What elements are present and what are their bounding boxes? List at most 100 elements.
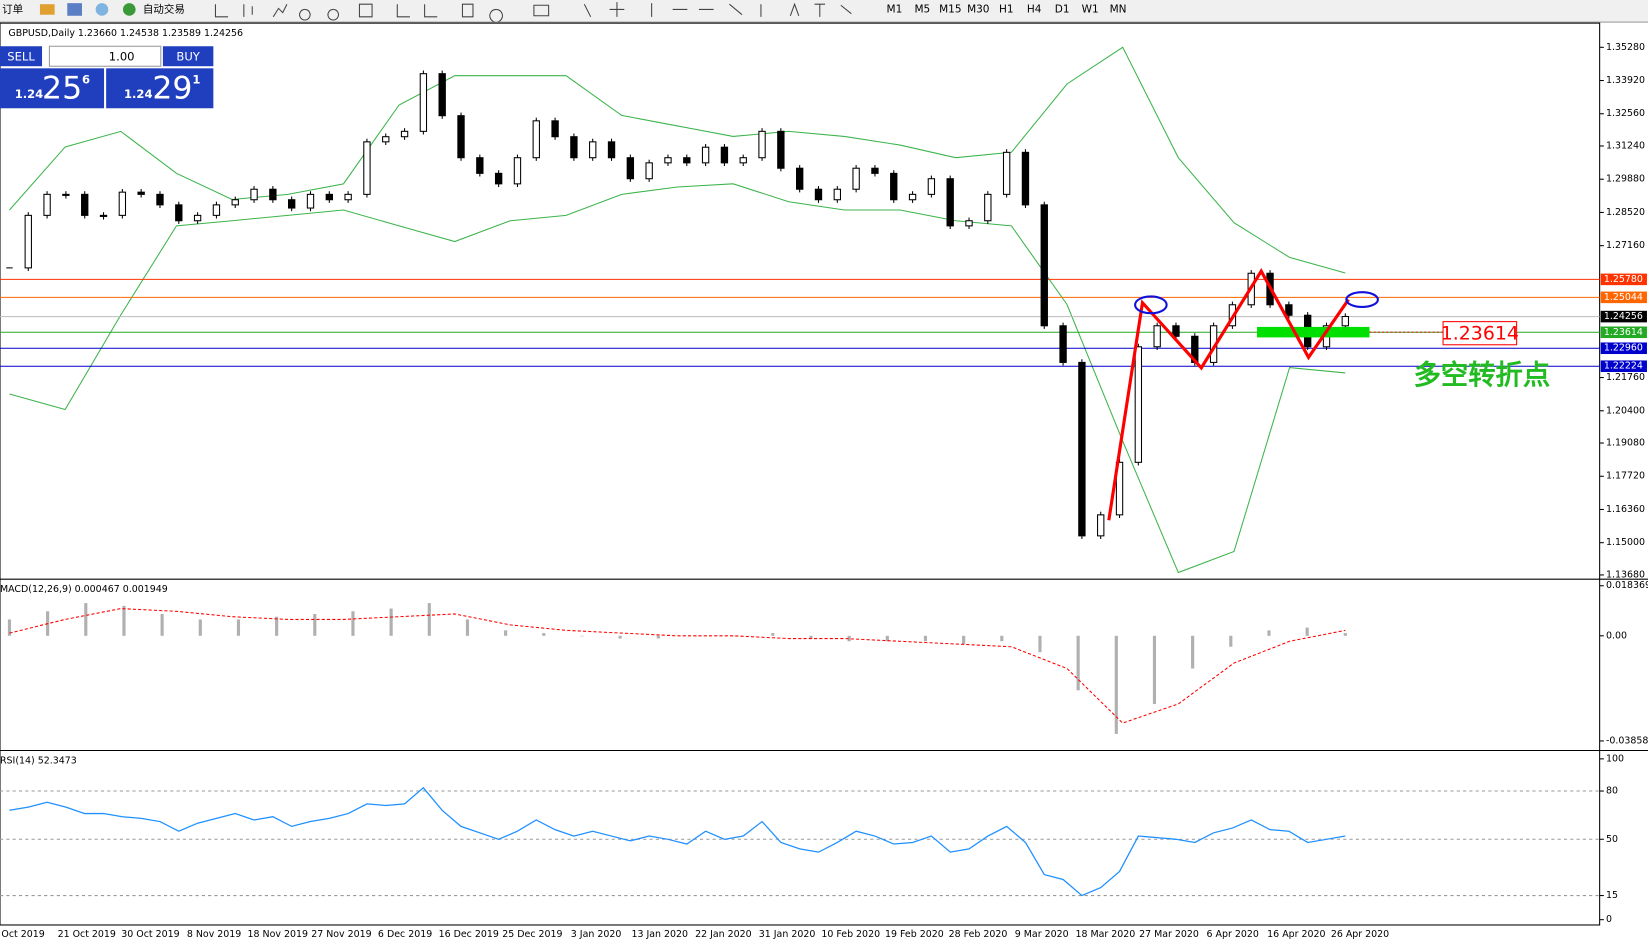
icon[interactable] [39, 4, 55, 15]
macd-bar [1343, 633, 1347, 636]
macd-bar [847, 635, 851, 642]
candle [607, 141, 616, 159]
x-tick-label: 31 Jan 2020 [759, 929, 816, 940]
x-tick-label: 27 Nov 2019 [311, 929, 371, 940]
candle [494, 172, 503, 185]
period-button[interactable]: H1 [999, 3, 1014, 15]
y-tick-label: 1.35280 [1606, 42, 1645, 53]
candle [250, 188, 258, 201]
candle [1341, 315, 1349, 327]
candle [890, 172, 898, 201]
level-label: 1.23614 [1604, 327, 1643, 338]
x-tick-label: 10 Feb 2020 [821, 929, 880, 940]
period-button[interactable]: H4 [1027, 3, 1042, 15]
candle [231, 199, 239, 206]
candle [400, 130, 409, 138]
candle [1059, 325, 1067, 363]
candle [946, 178, 954, 227]
x-tick-label: Oct 2019 [1, 929, 44, 940]
sell-button[interactable] [0, 46, 43, 67]
candle [814, 188, 823, 201]
sell-price-box[interactable] [0, 68, 105, 109]
period-button[interactable]: D1 [1055, 3, 1070, 15]
period-button[interactable]: MN [1110, 3, 1127, 15]
x-tick-label: 27 Mar 2020 [1139, 929, 1199, 940]
buy-button[interactable] [162, 46, 214, 67]
y-tick-label: 100 [1606, 753, 1624, 764]
macd-bar [962, 635, 966, 644]
toolbar [0, 0, 1648, 22]
plots: 1.35280 1.33920 1.32560 1.31240 1.29880 1.285… [0, 42, 1648, 925]
candle [1172, 325, 1180, 337]
level-label-box [1600, 360, 1647, 373]
icon[interactable] [67, 3, 82, 16]
lot-value[interactable]: 1.00 [109, 49, 135, 63]
level-label-box [1600, 291, 1647, 304]
rsi-title: RSI(14) 52.3473 [0, 756, 77, 767]
candle [99, 214, 108, 217]
y-tick-label: 15 [1606, 890, 1618, 901]
sell-label[interactable]: SELL [7, 49, 35, 63]
macd-bar [1152, 635, 1157, 704]
y-tick-label: 1.29880 [1606, 174, 1645, 185]
macd-bar [313, 614, 317, 636]
period-button[interactable]: M1 [887, 3, 903, 15]
x-tick-label: 8 Nov 2019 [187, 929, 241, 940]
candle [1040, 204, 1048, 327]
candle [984, 193, 992, 222]
x-tick-label: 26 Apr 2020 [1331, 929, 1389, 940]
x-tick-label: 3 Jan 2020 [571, 929, 622, 940]
candle [683, 157, 691, 164]
buy-label[interactable]: BUY [176, 49, 200, 63]
macd-bar [1114, 635, 1118, 734]
macd-bar [885, 635, 889, 642]
candle [1115, 461, 1124, 516]
y-tick-label: 80 [1606, 786, 1618, 797]
candle [513, 157, 522, 185]
price-box-label: 1.23614 [1441, 323, 1519, 345]
period-button[interactable]: M15 [939, 3, 961, 15]
macd-title: MACD(12,26,9) 0.000467 0.001949 [0, 584, 168, 595]
macd-bar [771, 633, 775, 636]
candle [664, 157, 672, 164]
lot-field[interactable] [48, 45, 162, 67]
period-button[interactable]: M30 [967, 3, 989, 15]
period-button[interactable]: W1 [1082, 3, 1099, 15]
order-button[interactable]: 订单 [2, 3, 23, 15]
buy-price-small: 1 [192, 72, 200, 86]
candle [325, 193, 333, 201]
macd-bar [1305, 627, 1309, 636]
macd-bar [84, 603, 88, 636]
period-button[interactable]: M5 [915, 3, 931, 15]
chart-frame [0, 22, 1601, 926]
level-label-box [1600, 342, 1647, 355]
candle [833, 188, 841, 201]
support-zone [1257, 326, 1370, 338]
candle [1097, 514, 1105, 537]
y-tick-label: 50 [1606, 834, 1618, 845]
candle [344, 193, 352, 201]
x-tick-label: 30 Oct 2019 [121, 929, 179, 940]
candle [871, 167, 879, 174]
icon[interactable] [122, 3, 136, 16]
candle [457, 115, 465, 159]
icon[interactable] [95, 3, 109, 16]
candle [739, 157, 747, 164]
y-tick-label: -0.038585 [1606, 735, 1648, 746]
y-tick-label: 1.17720 [1606, 471, 1645, 482]
buy-price-box[interactable] [106, 68, 214, 109]
x-tick-label: 18 Mar 2020 [1075, 929, 1135, 940]
candle [1134, 346, 1143, 463]
x-tick-label: 9 Mar 2020 [1015, 929, 1069, 940]
y-tick-label: 0 [1606, 914, 1612, 925]
rsi-line [9, 786, 1346, 897]
macd-bar [618, 635, 622, 639]
candle [1285, 304, 1293, 316]
macd-bar [389, 608, 393, 636]
auto-trade-button[interactable]: 自动交易 [143, 2, 185, 15]
candle [965, 220, 973, 227]
y-tick-label: 1.16360 [1606, 504, 1645, 515]
candle [306, 193, 315, 209]
